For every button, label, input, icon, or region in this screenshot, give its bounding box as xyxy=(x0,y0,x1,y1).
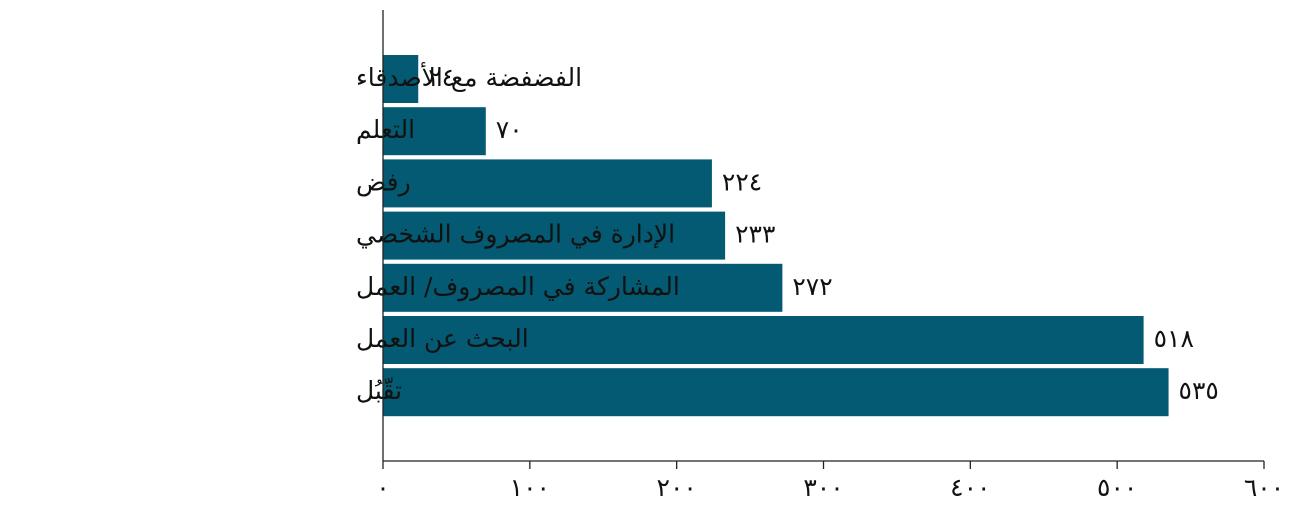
bar xyxy=(383,316,1144,364)
category-label: الفضفضة مع الأصدقاء xyxy=(356,61,582,93)
category-label: المشاركة في المصروف/ العمل xyxy=(356,272,680,302)
bar xyxy=(383,368,1169,417)
category-label: البحث عن العمل xyxy=(356,324,529,353)
bar-value-label: ٢٧٢ xyxy=(792,272,832,301)
x-tick-label: ١٠٠ xyxy=(510,473,550,502)
x-tick-label: ٣٠٠ xyxy=(803,473,843,502)
value-labels-group: ٢٤ ٧٠ ٢٢٤ ٢٣٣ ٢٧٢ ٥١٨ ٥٣٥ xyxy=(428,63,1219,405)
category-label: التعلم xyxy=(356,115,415,145)
x-ticks-group: ٠ ١٠٠ ٢٠٠ ٣٠٠ ٤٠٠ ٥٠٠ ٦٠٠ xyxy=(376,461,1284,502)
x-tick-label: ٤٠٠ xyxy=(950,473,990,502)
x-tick-label: ٥٠٠ xyxy=(1097,473,1137,502)
bar-value-label: ٢٢٤ xyxy=(722,167,762,196)
bar xyxy=(383,159,712,208)
bar-value-label: ٢٣٣ xyxy=(735,220,775,249)
x-tick-label: ٦٠٠ xyxy=(1244,473,1284,502)
bar xyxy=(383,107,486,156)
bar xyxy=(383,263,783,312)
x-tick-label: ٠ xyxy=(376,473,389,502)
bar-value-label: ٧٠ xyxy=(496,115,523,144)
x-tick-label: ٢٠٠ xyxy=(657,473,697,502)
bar-value-label: ٥١٨ xyxy=(1154,324,1194,353)
bar-value-label: ٥٣٥ xyxy=(1179,376,1219,405)
category-label: الإدارة في المصروف الشخصي xyxy=(356,220,675,250)
bars-group xyxy=(383,55,1169,417)
bar xyxy=(383,55,419,103)
bar-value-label: ٢٤ xyxy=(428,63,455,92)
bar xyxy=(383,211,726,260)
category-label: تقّبُل xyxy=(356,376,402,405)
